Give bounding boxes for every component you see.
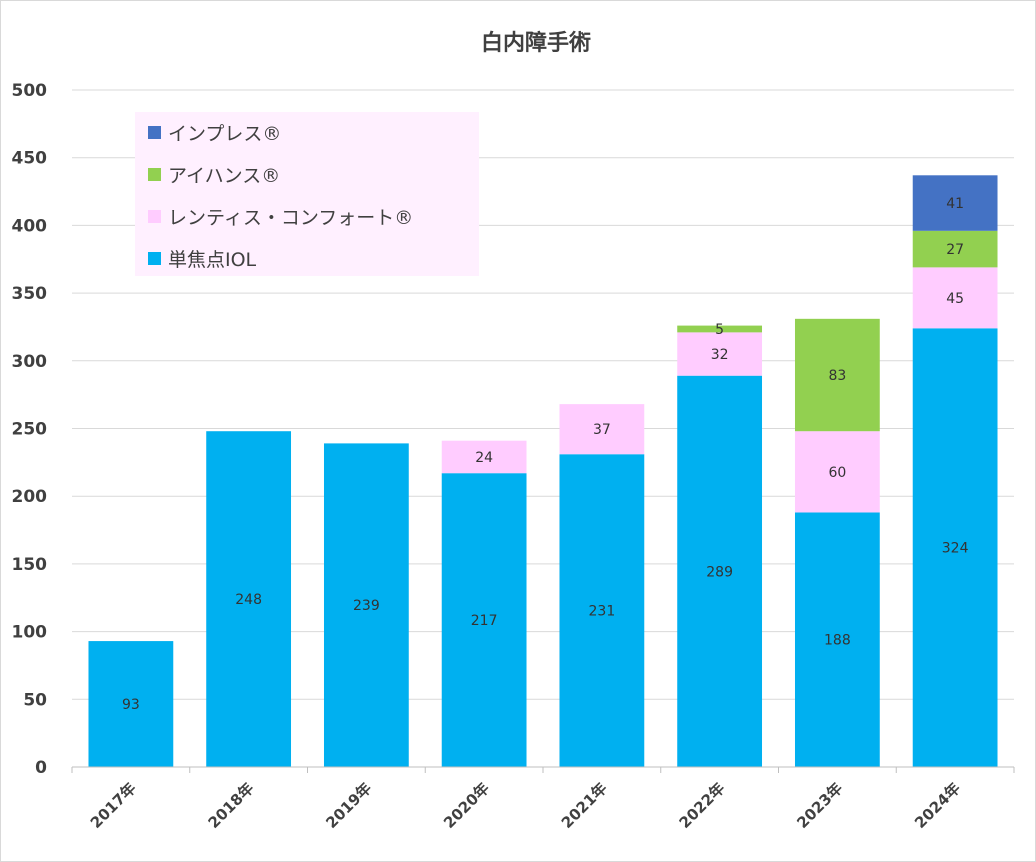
data-label: 217 — [471, 613, 498, 629]
data-label: 188 — [824, 633, 851, 649]
data-label: 239 — [353, 598, 380, 614]
data-label: 289 — [706, 564, 733, 580]
legend-box — [135, 112, 479, 276]
x-tick-label: 2019年 — [322, 779, 375, 832]
bar-segment — [794, 318, 880, 432]
bar-segment — [677, 375, 763, 767]
chart-title: 白内障手術 — [481, 30, 591, 56]
legend: インプレス® アイハンス® レンティス・コンフォート® 単焦点IOL — [135, 112, 479, 276]
x-axis: 2017年 2018年 2019年 2020年 2021年 2022年 2023年 2024年 — [71, 766, 1015, 832]
data-label: 93 — [122, 697, 140, 713]
bar-segment — [88, 641, 174, 767]
y-tick-label: 50 — [23, 690, 47, 710]
bar-segment — [912, 267, 998, 329]
x-tick-label: 2023年 — [793, 779, 846, 832]
bar-segment — [794, 431, 880, 513]
bar-segment — [677, 325, 763, 333]
bar-segment — [912, 175, 998, 231]
y-tick-label: 450 — [12, 149, 48, 169]
bar-segment — [559, 404, 645, 455]
data-label: 231 — [589, 604, 616, 620]
x-tick-label: 2018年 — [205, 779, 258, 832]
y-tick-label: 100 — [12, 623, 48, 643]
data-label: 324 — [942, 541, 969, 557]
data-label: 27 — [946, 242, 964, 258]
x-tick-label: 2017年 — [87, 779, 140, 832]
data-label: 45 — [946, 291, 964, 307]
x-tick-label: 2020年 — [440, 779, 493, 832]
legend-swatch — [148, 168, 161, 181]
legend-label: 単焦点IOL — [168, 249, 257, 271]
data-label: 32 — [711, 347, 729, 363]
legend-swatch — [148, 252, 161, 265]
legend-label: アイハンス® — [168, 165, 280, 187]
bar-segment — [794, 512, 880, 767]
legend-swatch — [148, 126, 161, 139]
data-label: 41 — [946, 196, 964, 212]
x-tick-label: 2021年 — [558, 779, 611, 832]
y-axis: 0 50 100 150 200 250 300 350 400 450 500 — [12, 81, 48, 778]
bar-segment — [912, 328, 998, 767]
y-tick-label: 400 — [12, 216, 48, 236]
bar-segment — [559, 454, 645, 767]
data-label: 24 — [475, 450, 493, 466]
y-tick-label: 200 — [12, 487, 48, 507]
y-tick-label: 150 — [12, 555, 48, 575]
y-tick-label: 0 — [35, 758, 47, 778]
data-label: 83 — [828, 368, 846, 384]
bars: 93 248 239 217 24 231 37 289 32 5 188 60 83 324 45 27 41 — [88, 175, 998, 767]
bar-segment — [323, 443, 409, 767]
y-tick-label: 500 — [12, 81, 48, 101]
bar-segment — [206, 431, 292, 767]
legend-swatch — [148, 210, 161, 223]
x-tick-label: 2024年 — [911, 779, 964, 832]
data-label: 60 — [828, 465, 846, 481]
legend-label: インプレス® — [168, 123, 281, 145]
y-tick-label: 250 — [12, 420, 48, 440]
bar-segment — [441, 440, 527, 474]
y-tick-label: 350 — [12, 284, 48, 304]
y-tick-label: 300 — [12, 352, 48, 372]
bar-segment — [441, 473, 527, 767]
x-tick-label: 2022年 — [676, 779, 729, 832]
bar-segment — [677, 332, 763, 376]
data-label: 5 — [715, 322, 724, 338]
bar-segment — [912, 230, 998, 268]
data-label: 248 — [235, 592, 262, 608]
legend-label: レンティス・コンフォート® — [168, 207, 413, 229]
data-label: 37 — [593, 422, 611, 438]
